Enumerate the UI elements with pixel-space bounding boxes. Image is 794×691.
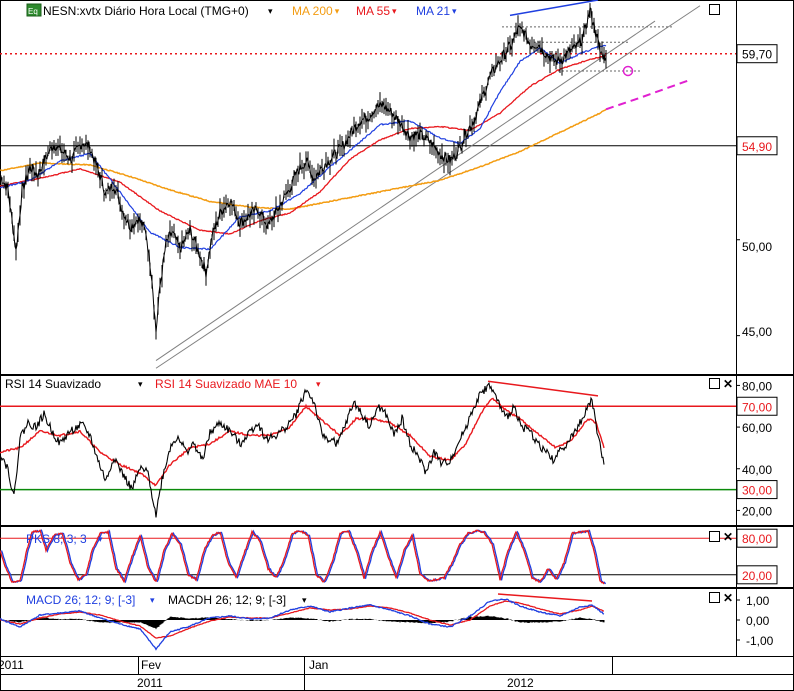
- macd-histogram: [0, 615, 605, 630]
- ma200-series: [0, 108, 607, 211]
- rsi-30-label: 30,00: [742, 484, 772, 498]
- stoch-20-label: 20,00: [742, 569, 772, 583]
- year-label-2011: 2011: [137, 676, 163, 690]
- stoch-dropdown-icon[interactable]: ▾: [98, 534, 103, 544]
- rsi-mae-title[interactable]: RSI 14 Suavizado MAE 10: [155, 377, 297, 391]
- rsi-mae-dropdown-icon[interactable]: ▾: [316, 379, 321, 389]
- macdh-dropdown-icon[interactable]: ▾: [302, 595, 307, 605]
- legend-label[interactable]: MA 200: [292, 4, 333, 18]
- equity-icon: [26, 3, 42, 17]
- price-panel-title: NESN:xvtx Diário Hora Local (TMG+0): [43, 4, 249, 18]
- rsi-tick: 80,00: [742, 379, 772, 393]
- macd-tick: 0,00: [746, 614, 770, 628]
- panel-border-stoch: [0, 526, 794, 588]
- legend-dropdown-icon[interactable]: ▾: [452, 6, 457, 16]
- close-button-rsi[interactable]: ✕: [723, 377, 733, 391]
- forecast-marker: [622, 65, 634, 77]
- last-price-box: [736, 44, 778, 64]
- chart-series: [0, 0, 736, 651]
- support-label: 54,90: [742, 140, 772, 154]
- legend-dropdown-icon[interactable]: ▾: [335, 6, 340, 16]
- stoch-k-series: [0, 529, 605, 585]
- rsi-series: [0, 381, 605, 518]
- time-label-2011: 2011: [0, 658, 24, 672]
- maximize-button-macd[interactable]: [709, 592, 720, 603]
- rsi-tick: 60,00: [742, 421, 772, 435]
- rsi-70-label: 70,00: [742, 400, 772, 414]
- rsi-dropdown-icon[interactable]: ▾: [138, 379, 143, 389]
- price-series: [0, 6, 607, 333]
- maximize-button-stoch[interactable]: [709, 531, 720, 542]
- stoch-20-box: [736, 565, 778, 585]
- stoch-80-box: [736, 528, 778, 548]
- rsi-tick: 20,00: [742, 504, 772, 518]
- close-button-macd[interactable]: ✕: [723, 591, 733, 605]
- macd-tick: 1,00: [746, 594, 770, 608]
- divergence-line-macd: [497, 593, 593, 602]
- maximize-button-price[interactable]: [709, 4, 720, 15]
- forecast-line: [605, 79, 689, 111]
- time-label-fev: Fev: [141, 658, 161, 672]
- price-tick-45: 45,00: [742, 325, 772, 339]
- legend-label[interactable]: MA 21: [416, 4, 450, 18]
- close-button-stoch[interactable]: ✕: [723, 530, 733, 544]
- chart-text: Eq NESN:xvtx Diário Hora Local (TMG+0) MA …: [0, 3, 778, 690]
- panel-border-rsi: [0, 375, 794, 526]
- rsi-tick: 40,00: [742, 463, 772, 477]
- time-label-jan: Jan: [309, 658, 328, 672]
- title-dropdown-icon[interactable]: ▾: [268, 6, 273, 16]
- trendline: [155, 20, 656, 361]
- macd-title[interactable]: MACD 26; 12; 9; [-3]: [26, 593, 135, 607]
- rsi-mae-series: [0, 397, 605, 487]
- ma55-series: [0, 54, 607, 235]
- year-label-2012: 2012: [507, 676, 534, 690]
- macd-tick: -1,00: [746, 634, 774, 648]
- equity-icon-text: Eq: [28, 7, 38, 16]
- rsi-70-box: [736, 396, 778, 416]
- divergence-line-rsi: [487, 380, 599, 397]
- panel-border-price: [0, 0, 794, 375]
- divergence-line-price: [509, 0, 599, 17]
- maximize-button-rsi[interactable]: [709, 378, 720, 389]
- macdh-title[interactable]: MACDH 26; 12; 9; [-3]: [168, 593, 286, 607]
- macd-series: [0, 598, 605, 651]
- support-box: [736, 136, 778, 156]
- legend-label[interactable]: MA 55: [356, 4, 390, 18]
- macd-signal-series: [0, 600, 605, 639]
- macd-dropdown-icon[interactable]: ▾: [150, 595, 155, 605]
- price-tick-50: 50,00: [742, 240, 772, 254]
- ma21-series: [0, 44, 607, 251]
- time-axis-border: [0, 656, 794, 691]
- last-price-label: 59,70: [742, 48, 772, 62]
- stoch-title[interactable]: PKS 8; 3; 3: [26, 532, 87, 546]
- stoch-80-label: 80,00: [742, 532, 772, 546]
- rsi-30-box: [736, 480, 778, 500]
- rsi-title[interactable]: RSI 14 Suavizado: [5, 377, 101, 391]
- legend-dropdown-icon[interactable]: ▾: [392, 6, 397, 16]
- trendline: [155, 5, 701, 369]
